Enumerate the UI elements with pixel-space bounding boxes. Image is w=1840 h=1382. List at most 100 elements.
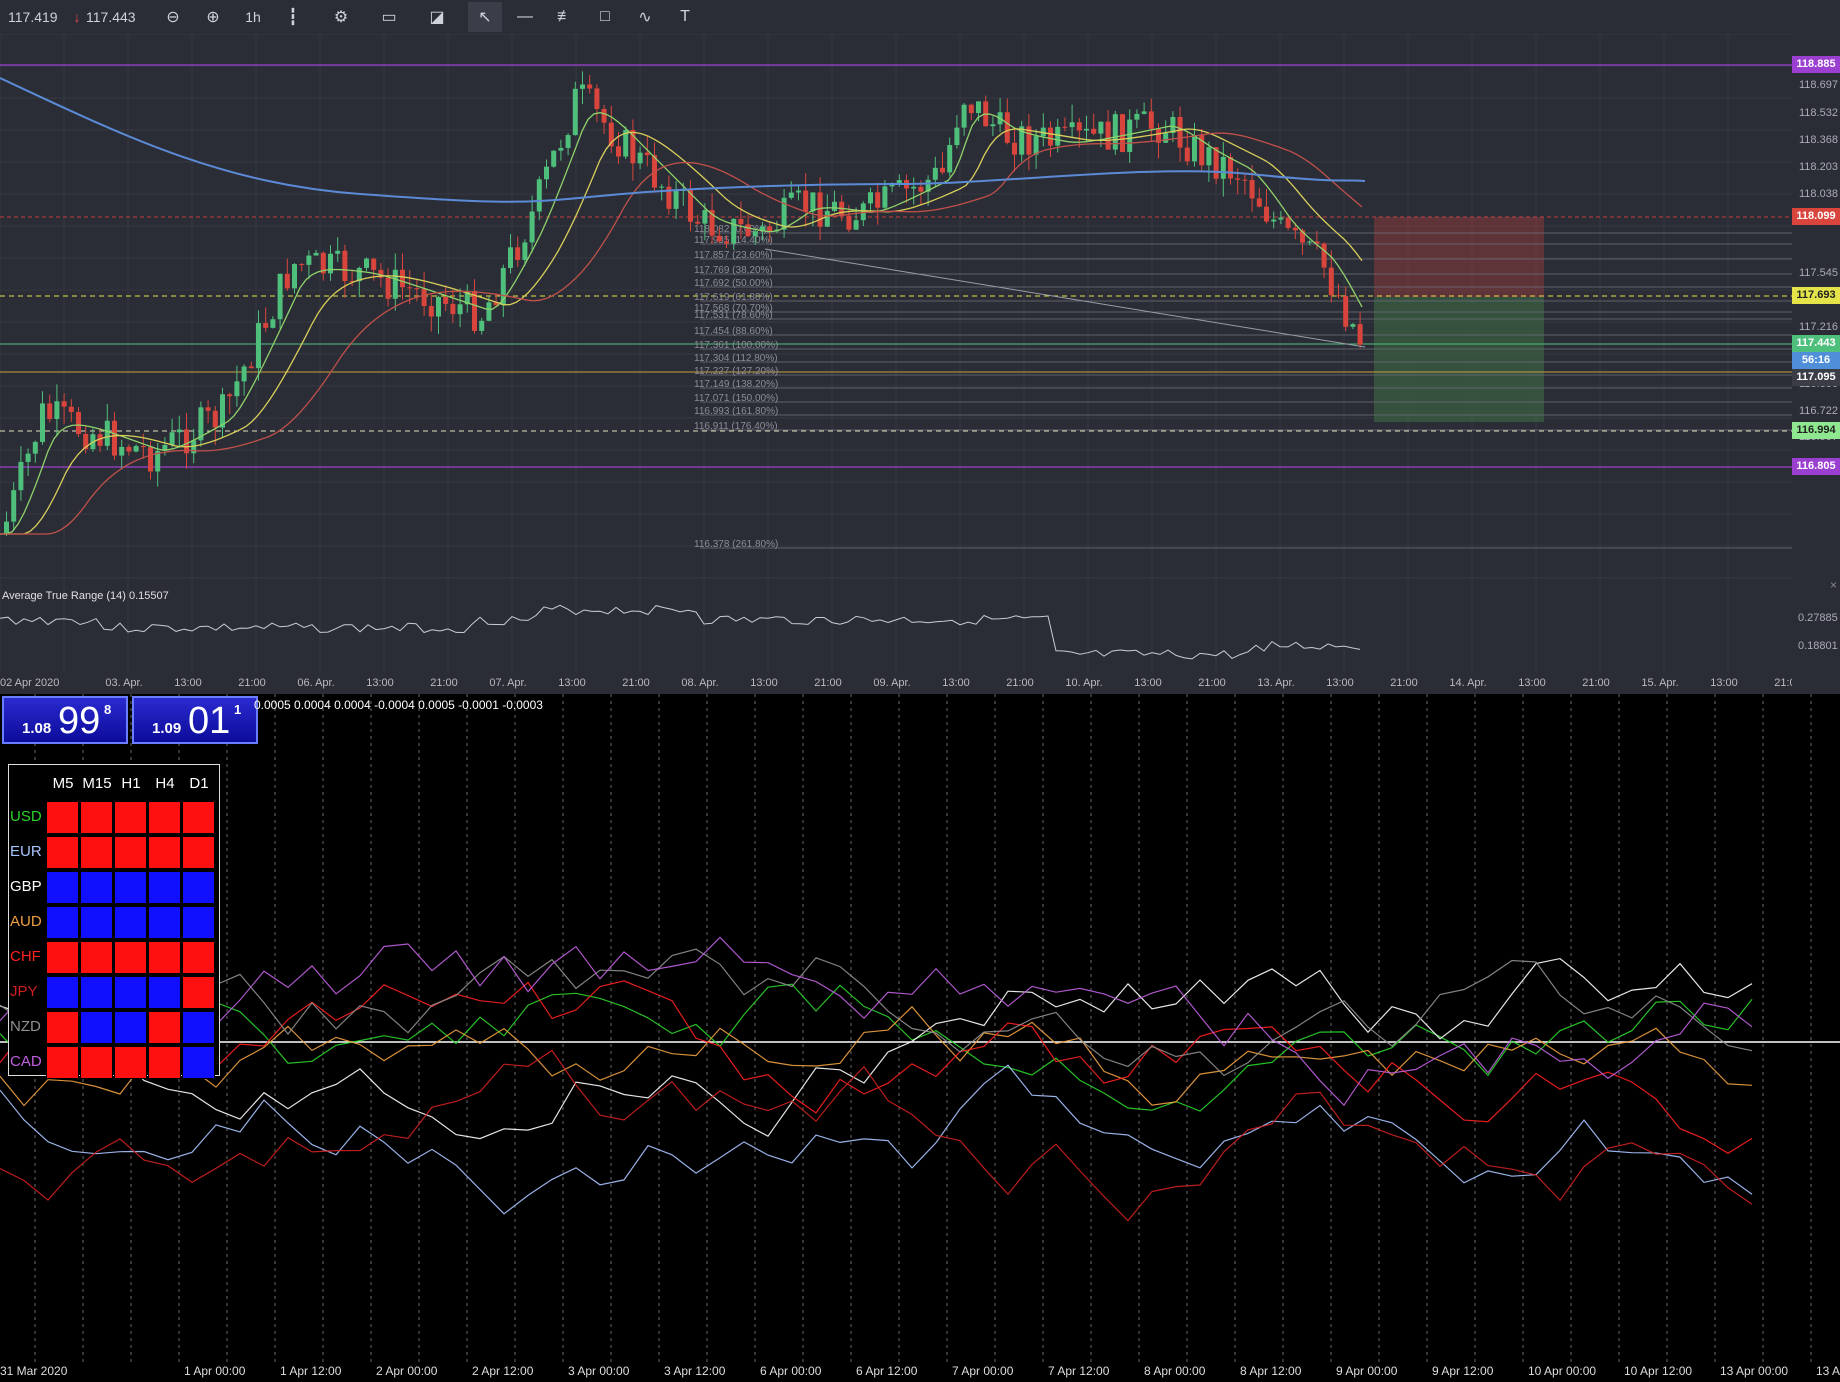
- time-label: 13:00: [942, 677, 970, 689]
- strength-cell: [148, 906, 181, 939]
- strength-cell: [182, 1046, 215, 1079]
- ask-price: 117.443: [86, 9, 136, 25]
- currency-label: GBP: [10, 878, 42, 895]
- time-label: 21:00: [1198, 677, 1226, 689]
- candle-body: [1055, 126, 1061, 146]
- price-tag: 116.994: [1792, 422, 1840, 439]
- candle-body: [1127, 119, 1133, 152]
- candle-body: [1004, 112, 1010, 143]
- atr-label: 0.18801: [1798, 640, 1838, 652]
- hline-icon[interactable]: —: [517, 8, 533, 25]
- timeframe-button[interactable]: 1h: [245, 9, 261, 25]
- candle-body: [1336, 295, 1341, 297]
- currency-line: [0, 1064, 1753, 1215]
- price-tag: 117.095: [1792, 369, 1840, 386]
- horizontal-levels: [0, 64, 1792, 468]
- time-label: 09. Apr.: [873, 677, 911, 689]
- time-label: 15. Apr.: [1641, 677, 1679, 689]
- candle-body: [1062, 126, 1068, 128]
- candle-body: [745, 224, 751, 237]
- currency-line: [0, 936, 1753, 1107]
- bottom-time-label: 9 Apr 12:00: [1432, 1364, 1494, 1378]
- candle-body: [803, 190, 809, 212]
- time-label: 07. Apr.: [489, 677, 527, 689]
- time-label: 21:00: [430, 677, 458, 689]
- price-tag: 117.693: [1792, 287, 1840, 304]
- strength-header: H1: [121, 775, 141, 792]
- strength-cell: [46, 871, 79, 904]
- fib-label: 117.692 (50.00%): [694, 278, 773, 289]
- strength-cell: [114, 871, 147, 904]
- currency-line: [0, 957, 1753, 1140]
- cursor-icon[interactable]: ↖: [468, 2, 502, 32]
- trend-line[interactable]: [764, 248, 1366, 348]
- time-label: 14. Apr.: [1449, 677, 1487, 689]
- candle-body: [450, 303, 456, 315]
- candle-body: [385, 277, 391, 299]
- zoom-out-icon[interactable]: ⊖: [166, 9, 180, 26]
- candle-body: [464, 291, 470, 305]
- time-axis: 02 Apr 2020 03. Apr. 13:00 21:00 06. Apr. 13:…: [0, 672, 1802, 694]
- strength-cell: [148, 871, 181, 904]
- atr-title: Average True Range (14) 0.15507: [2, 590, 169, 602]
- candle-body: [1314, 241, 1320, 244]
- candle-body: [371, 258, 377, 270]
- candles-icon[interactable]: ┇: [288, 9, 298, 26]
- candle-body: [328, 253, 333, 274]
- template-icon[interactable]: ▭: [381, 9, 397, 26]
- zoom-in-icon[interactable]: ⊕: [206, 9, 220, 26]
- bid-sup: 8: [104, 702, 112, 717]
- candle-body: [580, 84, 585, 89]
- candle-body: [515, 247, 521, 260]
- candle-body: [587, 84, 593, 89]
- strength-cell: [46, 1011, 79, 1044]
- currency-label: CHF: [10, 948, 41, 965]
- candle-body: [832, 201, 837, 211]
- candle-body: [1105, 121, 1111, 150]
- candle-body: [1206, 147, 1212, 166]
- candle-body: [889, 184, 895, 187]
- candle-body: [932, 167, 938, 180]
- candle-body: [940, 167, 945, 173]
- candle-body: [1300, 230, 1305, 243]
- channel-icon[interactable]: ≢: [557, 8, 573, 25]
- currency-line: [0, 983, 1753, 1112]
- currency-line: [0, 1049, 1753, 1222]
- ask-box[interactable]: 1.09 01 1: [132, 696, 258, 744]
- candle-body: [572, 88, 578, 136]
- candle-body: [140, 446, 146, 448]
- time-label: 10. Apr.: [1065, 677, 1103, 689]
- candle-body: [248, 366, 254, 369]
- wave-icon[interactable]: ∿: [638, 9, 652, 26]
- candle-body: [1321, 243, 1327, 268]
- price-axis[interactable]: 118.697118.532118.368118.203118.038117.8…: [1792, 34, 1840, 694]
- time-label: 13:00: [558, 677, 586, 689]
- strength-cell: [148, 1011, 181, 1044]
- candle-body: [1285, 217, 1291, 228]
- bid-box[interactable]: 1.08 99 8: [2, 696, 128, 744]
- candle-body: [1012, 142, 1017, 155]
- rect-icon[interactable]: □: [600, 8, 610, 25]
- candle-body: [299, 264, 305, 266]
- candle-body: [1156, 128, 1161, 143]
- stop-zone: [1374, 217, 1544, 297]
- candle-body: [781, 197, 787, 230]
- strength-cell: [46, 906, 79, 939]
- candle-body: [846, 215, 852, 230]
- text-icon[interactable]: T: [680, 8, 690, 25]
- fib-label: 118.082 (0.00%): [694, 224, 767, 235]
- strength-cell: [182, 1011, 215, 1044]
- candle-body: [342, 250, 348, 282]
- chart-window: 117.419 ↓ 117.443 ⊖ ⊕ 1h ┇ ⚙ ▭ ◪ ↖ — ≢ □…: [0, 0, 1840, 694]
- candle-body: [500, 267, 506, 306]
- time-label: 21:00: [1390, 677, 1418, 689]
- candle-body: [1112, 114, 1118, 150]
- chart-icon[interactable]: ◪: [429, 9, 445, 26]
- price-chart[interactable]: 118.082 (0.00%)117.935 (14.40%)117.857 (…: [0, 34, 1792, 579]
- candle-body: [234, 381, 240, 397]
- close-icon[interactable]: ×: [1830, 578, 1838, 592]
- price-label: 117.545: [1799, 267, 1838, 279]
- candle-body: [169, 432, 175, 445]
- gear-icon[interactable]: ⚙: [333, 9, 349, 26]
- candle-body: [97, 434, 103, 446]
